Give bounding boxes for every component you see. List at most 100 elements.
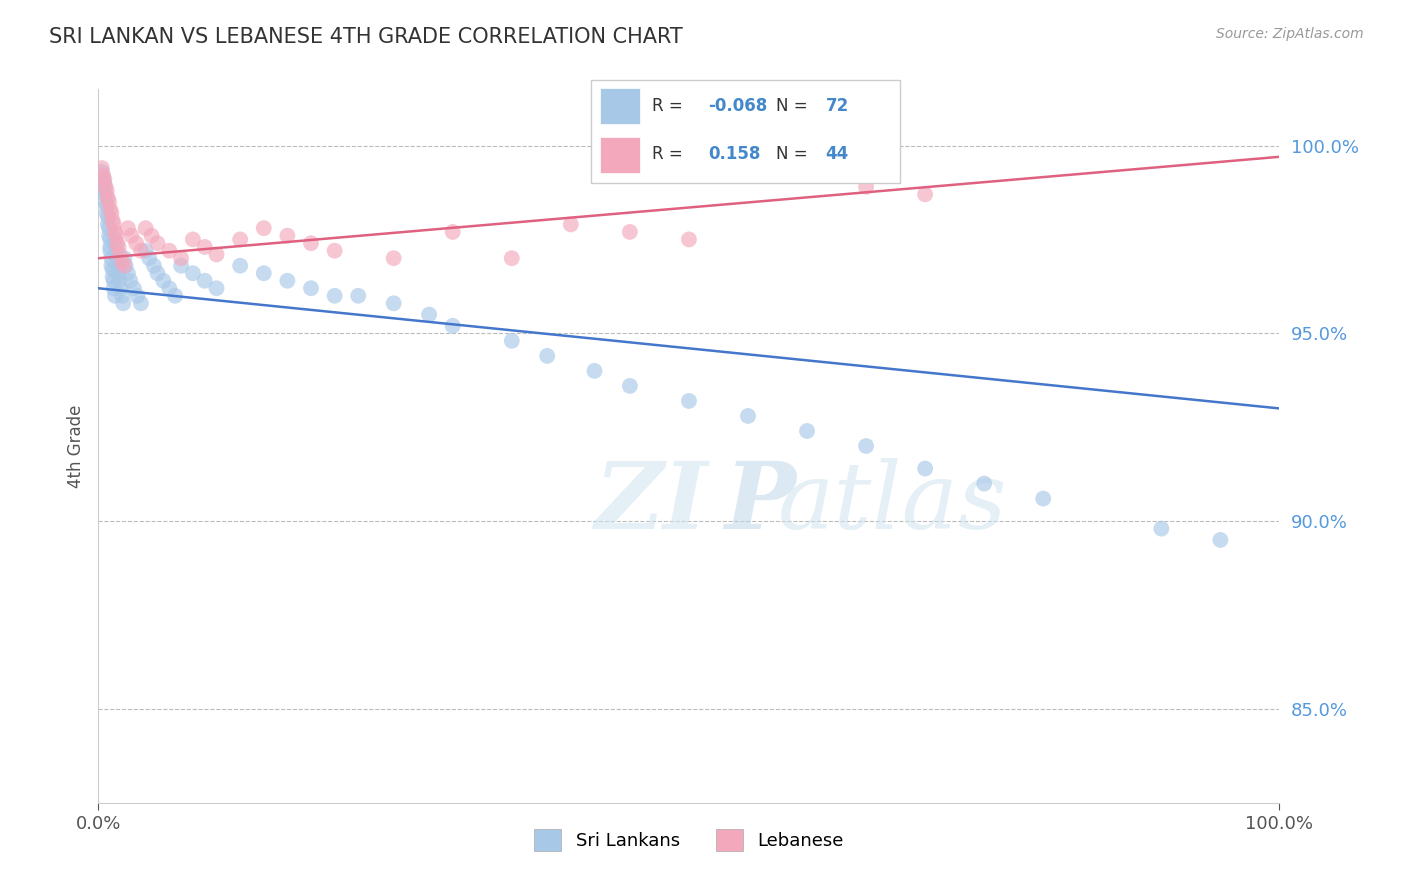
Text: 44: 44 bbox=[825, 145, 849, 163]
Point bbox=[101, 213, 124, 227]
Point bbox=[253, 266, 276, 280]
Point bbox=[105, 255, 128, 269]
FancyBboxPatch shape bbox=[600, 88, 640, 124]
Point bbox=[117, 221, 139, 235]
Point bbox=[1032, 491, 1054, 506]
Point bbox=[583, 364, 606, 378]
Point bbox=[122, 281, 145, 295]
Point bbox=[120, 274, 142, 288]
Point bbox=[94, 179, 117, 194]
Point bbox=[110, 281, 132, 295]
Point bbox=[382, 296, 405, 310]
Text: N =: N = bbox=[776, 97, 807, 115]
Text: SRI LANKAN VS LEBANESE 4TH GRADE CORRELATION CHART: SRI LANKAN VS LEBANESE 4TH GRADE CORRELA… bbox=[49, 27, 683, 46]
Point bbox=[108, 274, 131, 288]
Point bbox=[501, 251, 523, 265]
Point bbox=[501, 334, 523, 348]
Point bbox=[229, 232, 252, 246]
Point bbox=[441, 225, 464, 239]
Point bbox=[103, 218, 125, 232]
Point bbox=[114, 259, 136, 273]
Point bbox=[323, 289, 346, 303]
Point bbox=[93, 172, 115, 186]
Point bbox=[855, 179, 877, 194]
Text: R =: R = bbox=[652, 145, 683, 163]
Point bbox=[170, 259, 193, 273]
Point bbox=[737, 409, 759, 423]
Point bbox=[107, 266, 129, 280]
Point bbox=[146, 266, 169, 280]
Point bbox=[157, 281, 180, 295]
Point bbox=[94, 194, 117, 209]
Text: atlas: atlas bbox=[778, 458, 1007, 548]
Point bbox=[129, 244, 152, 258]
Point bbox=[105, 228, 128, 243]
Point bbox=[323, 244, 346, 258]
Point bbox=[1209, 533, 1232, 547]
Point bbox=[97, 191, 120, 205]
Point bbox=[107, 240, 129, 254]
Point bbox=[205, 281, 228, 295]
Point bbox=[299, 281, 322, 295]
FancyBboxPatch shape bbox=[600, 136, 640, 173]
Point bbox=[105, 259, 128, 273]
Point bbox=[91, 165, 114, 179]
Point bbox=[229, 259, 252, 273]
Point bbox=[91, 172, 114, 186]
Text: -0.068: -0.068 bbox=[709, 97, 768, 115]
Point bbox=[98, 202, 121, 217]
Point bbox=[101, 270, 124, 285]
Point bbox=[170, 251, 193, 265]
Point bbox=[299, 236, 322, 251]
Point bbox=[97, 210, 120, 224]
FancyBboxPatch shape bbox=[591, 80, 900, 183]
Point bbox=[678, 232, 700, 246]
Point bbox=[276, 228, 298, 243]
Point bbox=[111, 255, 134, 269]
Point bbox=[536, 349, 558, 363]
Point bbox=[100, 251, 122, 265]
Point bbox=[104, 232, 127, 246]
Point bbox=[98, 240, 121, 254]
Point bbox=[347, 289, 370, 303]
Point bbox=[194, 240, 217, 254]
Point bbox=[101, 262, 124, 277]
Point bbox=[100, 259, 122, 273]
Point bbox=[152, 274, 174, 288]
Point bbox=[914, 461, 936, 475]
Text: ZI: ZI bbox=[595, 458, 707, 548]
Point bbox=[194, 274, 217, 288]
Point bbox=[418, 308, 440, 322]
Point bbox=[98, 244, 121, 258]
Point bbox=[105, 240, 128, 254]
Point bbox=[108, 247, 131, 261]
Point bbox=[98, 194, 121, 209]
Point bbox=[105, 247, 128, 261]
Point bbox=[141, 228, 163, 243]
Point bbox=[181, 232, 204, 246]
Legend: Sri Lankans, Lebanese: Sri Lankans, Lebanese bbox=[527, 822, 851, 858]
Point bbox=[96, 199, 118, 213]
Point bbox=[796, 424, 818, 438]
Point bbox=[103, 281, 125, 295]
Point bbox=[142, 259, 165, 273]
Point bbox=[253, 221, 276, 235]
Point bbox=[93, 176, 115, 190]
Point bbox=[441, 318, 464, 333]
Text: P: P bbox=[724, 458, 796, 548]
Point bbox=[914, 187, 936, 202]
Point bbox=[127, 289, 149, 303]
Point bbox=[104, 289, 127, 303]
Point bbox=[96, 206, 118, 220]
Point bbox=[276, 274, 298, 288]
Point bbox=[103, 274, 125, 288]
Point bbox=[138, 251, 160, 265]
Point bbox=[205, 247, 228, 261]
Point bbox=[94, 187, 117, 202]
Point bbox=[117, 266, 139, 280]
Point bbox=[1150, 522, 1173, 536]
Text: 72: 72 bbox=[825, 97, 849, 115]
Point bbox=[91, 161, 114, 175]
Point bbox=[100, 206, 122, 220]
Point bbox=[135, 244, 157, 258]
